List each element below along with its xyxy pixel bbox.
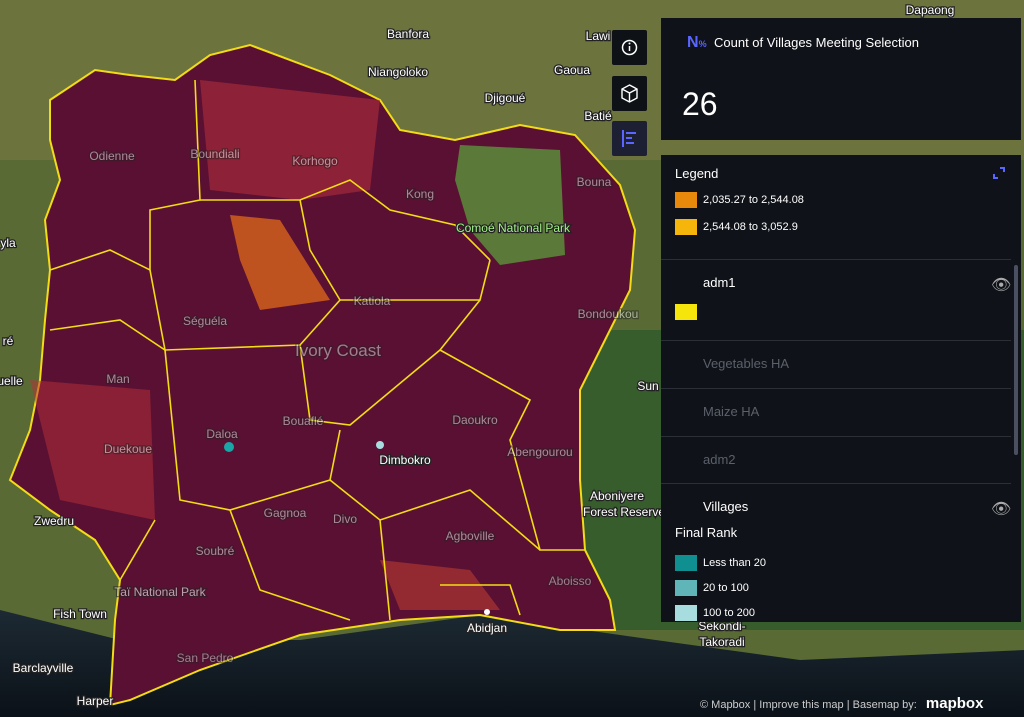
- range-label: 2,544.08 to 3,052.9: [703, 221, 798, 233]
- swatch: [675, 605, 697, 621]
- divider: [661, 483, 1011, 484]
- attribution-mapbox[interactable]: © Mapbox: [700, 699, 751, 711]
- place-label: Odienne: [89, 149, 135, 163]
- place-label: Niangoloko: [368, 65, 428, 79]
- place-label: Gagnoa: [264, 506, 307, 520]
- place-label: San Pedro: [177, 651, 234, 665]
- place-label: Banfora: [387, 27, 429, 41]
- place-label: Batié: [584, 109, 612, 123]
- place-label: Séguéla: [183, 314, 227, 328]
- class-label: Less than 20: [703, 557, 766, 569]
- selection-panel: N% Count of Villages Meeting Selection 2…: [661, 18, 1021, 140]
- place-label: ré: [3, 334, 14, 348]
- place-label: Djigoué: [485, 91, 526, 105]
- divider: [661, 388, 1011, 389]
- attribution-basemap: Basemap by:: [852, 699, 917, 711]
- layer-name: Maize HA: [703, 404, 760, 419]
- panel-title: Count of Villages Meeting Selection: [714, 35, 919, 50]
- place-label: Sun: [637, 379, 658, 393]
- icon-letter: N: [687, 34, 699, 51]
- village-point: [376, 441, 384, 449]
- legend-button[interactable]: [612, 121, 647, 156]
- class-label: 100 to 200: [703, 607, 755, 619]
- sea: [0, 610, 1024, 717]
- place-label: Man: [106, 372, 129, 386]
- layer-name: adm1: [703, 275, 736, 290]
- place-label: Bouaflé: [283, 414, 324, 428]
- park-area: [455, 145, 565, 265]
- place-label: Zwedru: [34, 514, 74, 528]
- place-label: Gaoua: [554, 63, 590, 77]
- place-label: Kong: [406, 187, 434, 201]
- place-label: uelle: [0, 374, 23, 388]
- place-label: Divo: [333, 512, 357, 526]
- mapbox-logo[interactable]: mapbox: [925, 695, 984, 712]
- swatch: [675, 304, 697, 320]
- place-label: Bouna: [577, 175, 612, 189]
- layer-name: Villages: [703, 499, 749, 514]
- 3d-button[interactable]: [612, 76, 647, 111]
- scrollbar[interactable]: [1014, 265, 1018, 455]
- country-label: Ivory Coast: [295, 341, 381, 360]
- swatch: [675, 580, 697, 596]
- visibility-toggle[interactable]: 👁: [991, 501, 1012, 518]
- swatch: [675, 555, 697, 571]
- place-label: Abengourou: [507, 445, 572, 459]
- info-button[interactable]: [612, 30, 647, 65]
- place-label: Takoradi: [699, 635, 744, 649]
- swatch: [675, 192, 697, 208]
- layer-name: Vegetables HA: [703, 356, 790, 371]
- divider: [661, 340, 1011, 341]
- place-label: Agboville: [446, 529, 495, 543]
- place-label: Bondoukou: [578, 307, 639, 321]
- place-label: yla: [0, 236, 16, 250]
- place-label: Daoukro: [452, 413, 498, 427]
- visibility-toggle[interactable]: 👁: [991, 277, 1012, 294]
- place-label: Forest Reserve: [583, 505, 665, 519]
- place-label: Katiola: [354, 294, 391, 308]
- place-label: Harper: [77, 694, 114, 708]
- place-label: Aboisso: [549, 574, 592, 588]
- count-value: 26: [682, 86, 718, 122]
- legend-panel: Legend 2,035.27 to 2,544.08 2,544.08 to …: [661, 155, 1021, 622]
- divider: [661, 259, 1011, 260]
- place-label: Barclayville: [13, 661, 74, 675]
- place-label: Daloa: [206, 427, 238, 441]
- field-name[interactable]: Final Rank: [675, 525, 738, 540]
- layer-name: adm2: [703, 452, 736, 467]
- place-label: Lawi: [586, 29, 611, 43]
- class-label: 20 to 100: [703, 582, 749, 594]
- heat-area: [200, 80, 380, 200]
- park-label: Taï National Park: [114, 585, 206, 599]
- place-label: Korhogo: [292, 154, 338, 168]
- legend-title: Legend: [675, 166, 719, 181]
- place-label: Soubré: [196, 544, 235, 558]
- city-dot: [484, 609, 490, 615]
- divider: [661, 436, 1011, 437]
- place-label: Boundiali: [190, 147, 239, 161]
- place-label: Duekoue: [104, 442, 152, 456]
- collapse-icon[interactable]: [991, 165, 1007, 181]
- attribution: © Mapbox | Improve this map | Basemap by…: [700, 695, 984, 712]
- village-point: [224, 442, 234, 452]
- icon: N%: [687, 34, 707, 52]
- place-label: Dapaong: [906, 3, 955, 17]
- icon-sub: %: [698, 39, 707, 49]
- heat-area: [230, 215, 330, 310]
- park-label: Comoé National Park: [456, 221, 571, 235]
- place-label: Fish Town: [53, 607, 107, 621]
- adm1-borders: [49, 79, 585, 621]
- range-label: 2,035.27 to 2,544.08: [703, 194, 804, 206]
- place-label: Dimbokro: [379, 453, 431, 467]
- place-label: Aboniyere: [590, 489, 644, 503]
- place-label: Abidjan: [467, 621, 507, 635]
- attribution-improve[interactable]: Improve this map: [759, 699, 844, 711]
- heat-area: [30, 380, 155, 520]
- swatch: [675, 219, 697, 235]
